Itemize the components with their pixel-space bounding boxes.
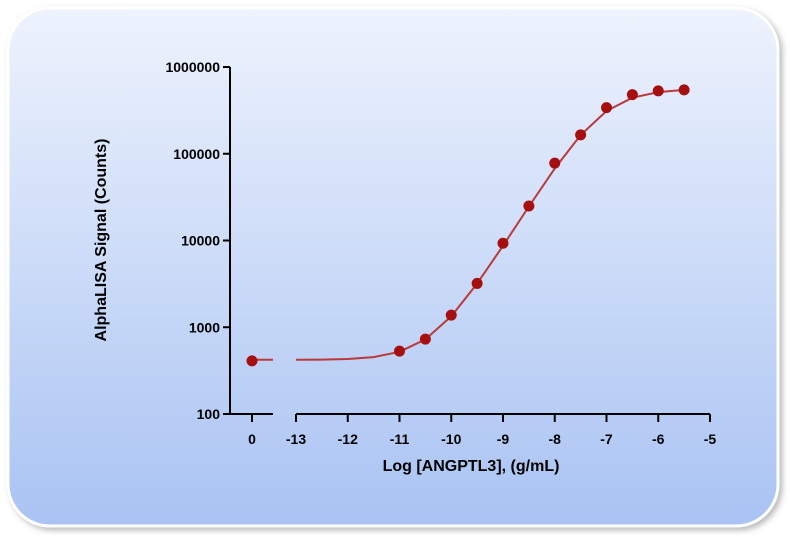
y-tick-label: 10000 [181, 233, 220, 249]
data-point [549, 157, 561, 169]
x-tick-label: -7 [600, 431, 613, 447]
y-tick-label: 100 [197, 406, 221, 422]
x-tick-label: -8 [549, 431, 562, 447]
x-tick-label: -10 [441, 431, 461, 447]
panel [6, 6, 780, 528]
x-tick-label: -5 [704, 431, 717, 447]
data-point [575, 129, 587, 141]
y-tick-label: 1000000 [165, 59, 220, 75]
x-axis-label: Log [ANGPTL3], (g/mL) [383, 458, 560, 475]
data-point [652, 85, 664, 97]
data-point [246, 355, 258, 367]
y-tick-label: 1000 [189, 319, 220, 335]
x-tick-label: -11 [390, 431, 410, 447]
data-point [626, 89, 638, 101]
data-point [419, 333, 431, 345]
data-point [445, 309, 457, 321]
data-point [523, 200, 535, 212]
data-point [471, 277, 483, 289]
y-tick-label: 100000 [173, 146, 220, 162]
data-point [497, 237, 509, 249]
data-point [394, 345, 405, 357]
x-tick-label: -12 [338, 431, 358, 447]
y-axis-label: AlphaLISA Signal (Counts) [93, 139, 110, 342]
x-tick-label: -9 [497, 431, 510, 447]
fit-curve [295, 88, 685, 361]
x-tick-label: 0 [248, 431, 256, 447]
data-point [678, 84, 690, 96]
data-point [601, 102, 612, 114]
x-tick-label: -13 [286, 431, 306, 447]
x-tick-label: -6 [652, 431, 665, 447]
